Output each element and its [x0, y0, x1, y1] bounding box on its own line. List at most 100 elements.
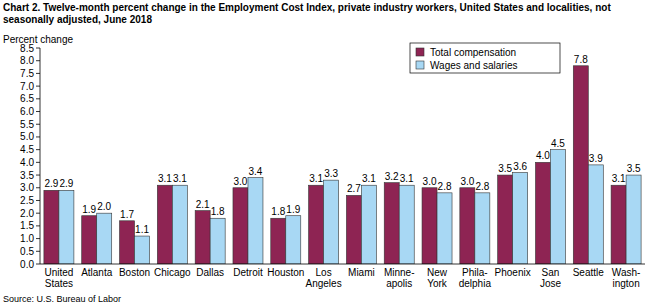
x-tick-label: NewYork — [427, 267, 448, 289]
x-tick-label: Detroit — [233, 267, 263, 278]
data-label: 3.3 — [324, 168, 338, 179]
data-label: 1.7 — [120, 209, 134, 220]
x-tick-label: Wash-ington — [612, 267, 641, 289]
data-label: 4.0 — [536, 150, 550, 161]
y-tick — [36, 200, 40, 201]
bar — [460, 188, 475, 264]
legend-swatch — [416, 48, 424, 56]
x-tick-label-line: Dallas — [196, 267, 224, 278]
data-labels: 2.91.91.73.12.13.01.83.12.73.23.03.03.54… — [44, 54, 641, 235]
chart: Chart 2. Twelve-month percent change in … — [0, 0, 650, 306]
legend-box — [410, 43, 560, 73]
x-tick-label-line: New — [427, 267, 448, 278]
y-tick — [36, 98, 40, 99]
bar — [233, 188, 248, 264]
x-tick-label-line: delphia — [459, 278, 492, 289]
title-line: Chart 2. Twelve-month percent change in … — [3, 2, 611, 13]
data-label: 2.1 — [196, 199, 210, 210]
data-label: 1.9 — [82, 204, 96, 215]
x-tick-label-line: Phila- — [462, 267, 488, 278]
data-label: 3.9 — [589, 153, 603, 164]
y-tick-label: 6.5 — [20, 93, 34, 104]
x-tick-label: Boston — [119, 267, 150, 278]
x-tick-label: Phoenix — [495, 267, 531, 278]
x-tick-label: Chicago — [154, 267, 191, 278]
x-tick-label: UnitedStates — [44, 267, 73, 289]
x-tick-label-line: apolis — [386, 278, 412, 289]
y-tick — [36, 213, 40, 214]
title-line: seasonally adjusted, June 2018 — [3, 14, 152, 25]
page: {"chart_data": { "type": "bar", "title":… — [0, 0, 650, 306]
x-tick-label-line: Wash- — [612, 267, 641, 278]
bar — [535, 162, 550, 264]
bars — [44, 66, 641, 264]
bar — [82, 216, 97, 264]
legend-label: Wages and salaries — [430, 60, 517, 71]
bar — [135, 236, 150, 264]
data-label: 3.1 — [158, 173, 172, 184]
x-tick-label: SanJose — [540, 267, 562, 289]
data-label: 3.1 — [173, 173, 187, 184]
bar — [626, 175, 641, 264]
y-tick — [36, 111, 40, 112]
y-tick-label: 4.0 — [20, 157, 34, 168]
y-tick — [36, 264, 40, 265]
x-tick-label-line: Chicago — [154, 267, 191, 278]
x-tick-label-line: ington — [612, 278, 639, 289]
y-tick-label: 4.5 — [20, 144, 34, 155]
data-label: 1.1 — [135, 224, 149, 235]
data-label: 2.0 — [97, 201, 111, 212]
bar — [573, 66, 588, 264]
bar — [195, 211, 210, 264]
y-tick — [36, 238, 40, 239]
y-tick-label: 0.0 — [20, 259, 34, 270]
data-label: 1.8 — [211, 206, 225, 217]
bar — [59, 190, 74, 264]
x-tick-label: Seattle — [573, 267, 605, 278]
y-tick-label: 7.5 — [20, 68, 34, 79]
x-tick-label-line: Houston — [267, 267, 304, 278]
data-label: 3.1 — [362, 173, 376, 184]
bar — [97, 213, 112, 264]
x-tick-label-line: Detroit — [233, 267, 263, 278]
bar — [120, 221, 135, 264]
x-tick-label-line: Atlanta — [81, 267, 113, 278]
data-label: 3.0 — [423, 176, 437, 187]
bar — [399, 185, 414, 264]
bar — [550, 150, 565, 264]
bar — [324, 180, 339, 264]
y-tick — [36, 225, 40, 226]
y-tick-label: 3.5 — [20, 170, 34, 181]
y-tick-label: 6.0 — [20, 106, 34, 117]
data-label: 3.1 — [612, 173, 626, 184]
x-tick-label: LosAngeles — [306, 267, 342, 289]
y-tick — [36, 175, 40, 176]
y-axis-label: Percent change — [3, 34, 73, 45]
x-tick-label-line: Miami — [348, 267, 375, 278]
x-tick-label-line: Boston — [119, 267, 150, 278]
y-tick — [36, 187, 40, 188]
bar — [513, 173, 528, 264]
data-label: 1.8 — [271, 206, 285, 217]
legend-swatch — [416, 61, 424, 69]
data-label: 2.7 — [347, 183, 361, 194]
bar — [210, 218, 225, 264]
x-tick-label: Atlanta — [81, 267, 113, 278]
data-label: 4.5 — [551, 138, 565, 149]
y-tick-label: 0.5 — [20, 246, 34, 257]
y-tick — [36, 162, 40, 163]
bar — [157, 185, 172, 264]
x-tick-label: Houston — [267, 267, 304, 278]
legend-label: Total compensation — [430, 47, 516, 58]
bar — [498, 175, 513, 264]
bar — [309, 185, 324, 264]
y-tick — [36, 149, 40, 150]
bar — [611, 185, 626, 264]
y-tick — [36, 136, 40, 137]
x-tick-label-line: Phoenix — [495, 267, 531, 278]
bar — [286, 216, 301, 264]
x-tick-label-line: United — [44, 267, 73, 278]
data-label: 3.1 — [309, 173, 323, 184]
y-tick-label: 5.0 — [20, 131, 34, 142]
data-label: 3.5 — [627, 163, 641, 174]
